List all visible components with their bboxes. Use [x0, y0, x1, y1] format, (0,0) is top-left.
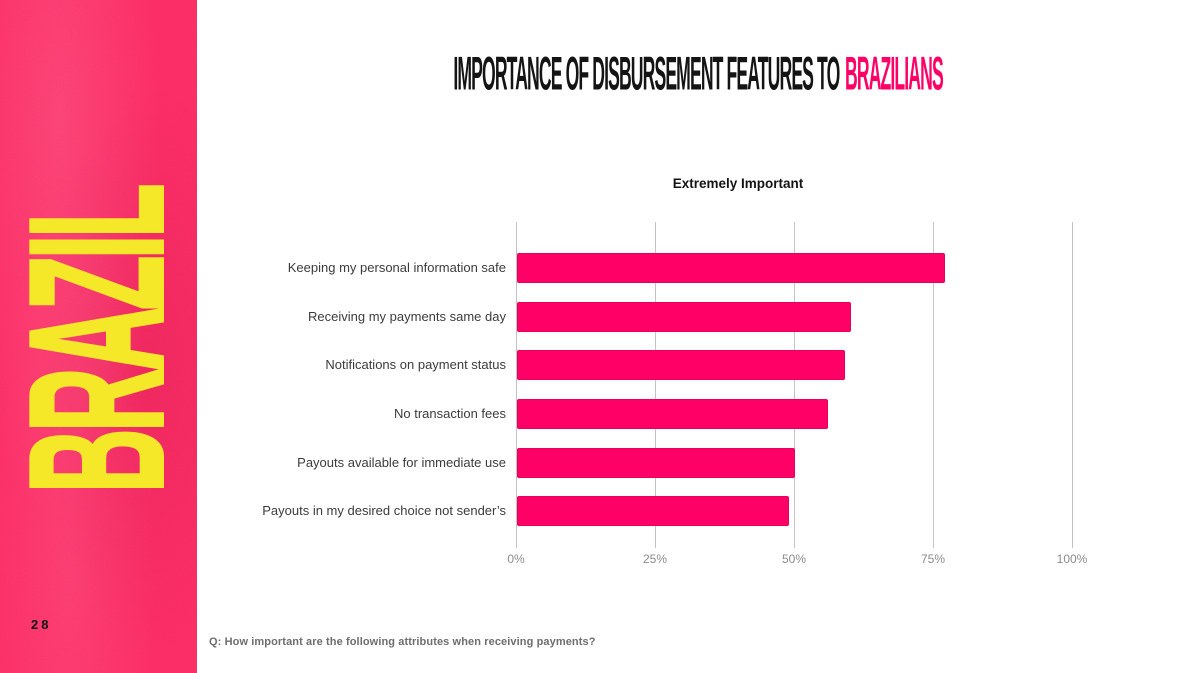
gridline: [516, 222, 517, 548]
gridline: [1072, 222, 1073, 548]
slide-title: IMPORTANCE OF DISBURSEMENT FEATURES TO BR…: [197, 52, 1200, 99]
bar-payouts-desired-choice: [517, 496, 790, 526]
x-axis-tick-label: 100%: [1056, 552, 1088, 566]
sidebar-country-label: BRAZIL: [0, 186, 197, 495]
x-axis-tick-label: 25%: [642, 552, 668, 566]
bar-chart: 0% 25% 50% 75% 100%: [507, 222, 1087, 566]
x-axis-tick-label: 0%: [507, 552, 525, 566]
category-label: Receiving my payments same day: [308, 309, 506, 324]
footnote: Q: How important are the following attri…: [209, 636, 596, 648]
gridline: [933, 222, 934, 548]
bar-payouts-available-immediate-use: [517, 448, 795, 478]
x-axis-tick-label: 75%: [920, 552, 946, 566]
gridline: [794, 222, 795, 548]
category-label: Payouts in my desired choice not sender’…: [262, 503, 506, 518]
bar-notifications-on-payment-status: [517, 350, 846, 380]
category-label: Payouts available for immediate use: [297, 455, 506, 470]
bar-no-transaction-fees: [517, 399, 829, 429]
chart-subtitle: Extremely Important: [672, 176, 804, 191]
bar-keeping-personal-information-safe: [517, 253, 946, 283]
title-accent: BRAZILIANS: [845, 49, 944, 102]
page-number: 28: [31, 617, 52, 632]
category-label: Notifications on payment status: [325, 357, 506, 372]
sidebar: BRAZIL 28: [0, 0, 197, 673]
gridline: [655, 222, 656, 548]
title-main: IMPORTANCE OF DISBURSEMENT FEATURES TO: [453, 49, 841, 102]
x-axis-tick-label: 50%: [781, 552, 807, 566]
category-label: No transaction fees: [393, 406, 506, 421]
grunge-texture: [0, 0, 197, 673]
bar-receiving-payments-same-day: [517, 302, 851, 332]
category-labels: Keeping my personal information safe Rec…: [210, 0, 506, 540]
category-label: Keeping my personal information safe: [287, 260, 506, 275]
